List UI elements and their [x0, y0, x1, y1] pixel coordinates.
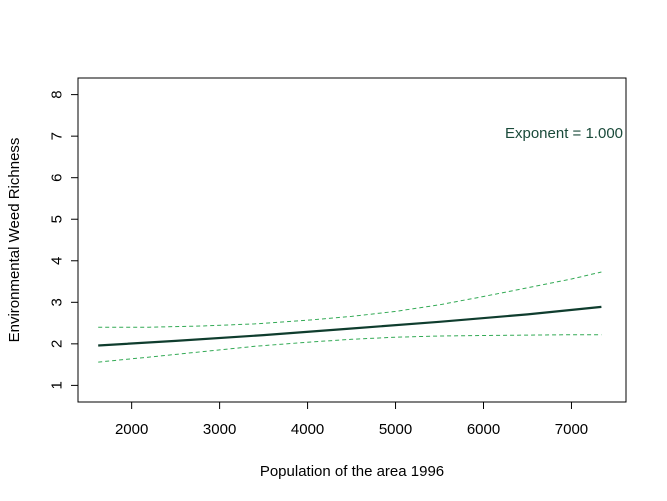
x-axis-title: Population of the area 1996 [260, 463, 444, 480]
x-tick-label: 4000 [291, 421, 324, 438]
y-tick-label: 7 [49, 132, 66, 140]
x-tick-label: 7000 [555, 421, 588, 438]
y-tick-label: 3 [49, 298, 66, 306]
x-tick-label: 2000 [115, 421, 148, 438]
fit-line [98, 305, 602, 347]
y-tick-label: 1 [49, 381, 66, 389]
x-tick-label: 6000 [467, 421, 500, 438]
y-tick-label: 2 [49, 340, 66, 348]
y-axis: 1 2 3 4 5 6 7 8 [49, 90, 79, 390]
x-axis: 2000 3000 4000 5000 6000 7000 [115, 401, 588, 438]
x-tick-label: 3000 [203, 421, 236, 438]
series-layer [98, 271, 602, 363]
lower-confidence-line [98, 334, 602, 363]
upper-confidence-line [98, 271, 602, 328]
x-tick-label: 5000 [379, 421, 412, 438]
y-tick-label: 4 [49, 257, 66, 265]
y-tick-label: 6 [49, 174, 66, 182]
y-axis-title: Environmental Weed Richness [6, 138, 23, 343]
y-tick-label: 8 [49, 90, 66, 98]
exponent-annotation: Exponent = 1.000 [505, 125, 623, 142]
y-tick-label: 5 [49, 215, 66, 223]
